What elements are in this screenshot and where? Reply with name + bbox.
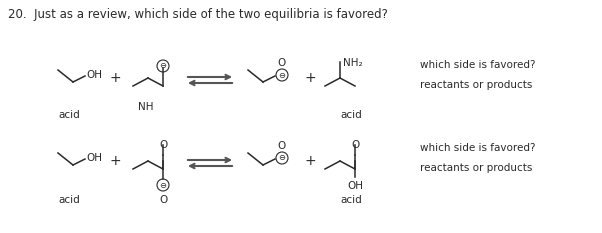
- Text: which side is favored?: which side is favored?: [420, 143, 536, 153]
- Text: O: O: [351, 140, 359, 150]
- Text: 20.  Just as a review, which side of the two equilibria is favored?: 20. Just as a review, which side of the …: [8, 8, 388, 21]
- Text: acid: acid: [340, 195, 362, 205]
- Text: acid: acid: [58, 110, 79, 120]
- Text: O: O: [159, 140, 167, 150]
- Text: O: O: [278, 141, 286, 151]
- Text: reactants or products: reactants or products: [420, 80, 532, 90]
- Text: NH₂: NH₂: [343, 58, 362, 68]
- Text: +: +: [304, 154, 316, 168]
- Text: ⊖: ⊖: [160, 181, 167, 189]
- Text: +: +: [109, 71, 121, 85]
- Text: which side is favored?: which side is favored?: [420, 60, 536, 70]
- Text: O: O: [159, 195, 167, 205]
- Text: OH: OH: [86, 70, 102, 80]
- Text: ⊖: ⊖: [279, 71, 285, 79]
- Text: reactants or products: reactants or products: [420, 163, 532, 173]
- Text: acid: acid: [58, 195, 79, 205]
- Text: +: +: [304, 71, 316, 85]
- Text: acid: acid: [340, 110, 362, 120]
- Text: O: O: [278, 58, 286, 68]
- Text: OH: OH: [347, 181, 363, 191]
- Text: ⊖: ⊖: [279, 154, 285, 162]
- Text: OH: OH: [86, 153, 102, 163]
- Text: +: +: [109, 154, 121, 168]
- Text: NH: NH: [138, 102, 154, 112]
- Text: ⊖: ⊖: [160, 62, 167, 71]
